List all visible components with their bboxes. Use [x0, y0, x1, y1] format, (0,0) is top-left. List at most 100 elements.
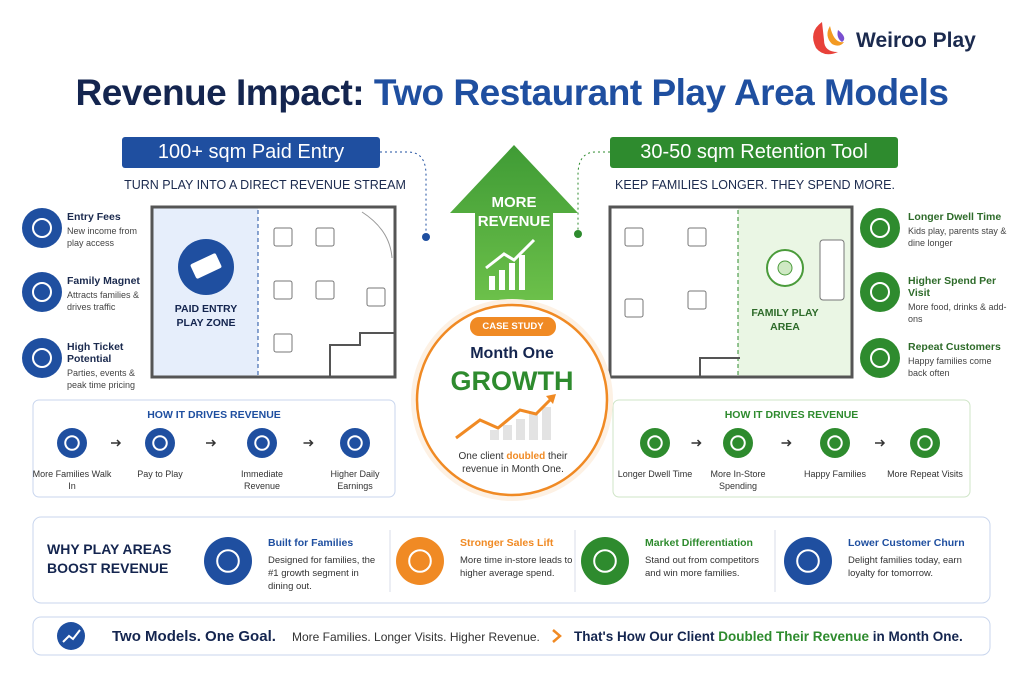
- feature-title: Higher Spend Per Visit: [908, 275, 997, 299]
- footer-bold: Two Models. One Goal.: [112, 628, 276, 645]
- icon: [581, 537, 629, 585]
- floor-plan-left: [150, 205, 397, 379]
- feature-text: Parties, events & peak time pricing: [67, 368, 136, 390]
- flow-arrow: [781, 439, 792, 447]
- icon: [396, 537, 444, 585]
- brand: Weiroo Play: [856, 29, 976, 52]
- icon: [860, 338, 900, 378]
- why-text: Delight families today, earn loyalty for…: [848, 555, 962, 579]
- icon-glyph: [32, 282, 52, 302]
- icon-glyph: [216, 549, 240, 573]
- flow-heading: HOW IT DRIVES REVENUE: [724, 409, 859, 421]
- feature-title: High Ticket Potential: [67, 341, 124, 365]
- why-text: More time in-store leads to higher avera…: [460, 555, 573, 579]
- flow-heading: HOW IT DRIVES REVENUE: [147, 409, 281, 421]
- arrow-chart: [485, 238, 536, 290]
- feature-text: Happy families come back often: [908, 356, 992, 378]
- case-line1: Month One: [470, 345, 554, 362]
- feature: Repeat Customers Happy families come back…: [908, 341, 1008, 379]
- feature: Family Magnet Attracts families & drives …: [67, 275, 149, 313]
- icon-glyph: [593, 549, 617, 573]
- flow-step: More Families Walk In: [32, 469, 112, 491]
- case-badge: [470, 317, 556, 336]
- why-item: Lower Customer Churn Delight families tod…: [848, 537, 978, 580]
- flow-arrow: [303, 439, 314, 447]
- feature-title: Entry Fees: [67, 211, 121, 223]
- icon: [57, 428, 87, 458]
- flow-step: Immediate Revenue: [240, 469, 284, 491]
- footer-claim: That's How Our Client Doubled Their Reve…: [574, 629, 963, 644]
- feature-title: Repeat Customers: [908, 341, 1001, 353]
- icon: [820, 428, 850, 458]
- connector-dot: [422, 233, 430, 241]
- feature-text: More food, drinks & add-ons: [908, 302, 1007, 324]
- icon-glyph: [870, 348, 890, 368]
- why-item: Built for Families Designed for families,…: [268, 537, 386, 593]
- footer-icon: [57, 622, 85, 650]
- icon: [22, 338, 62, 378]
- feature: Entry Fees New income from play access: [67, 211, 149, 249]
- feature: High Ticket Potential Parties, events & p…: [67, 341, 149, 391]
- case-circle: [415, 303, 609, 497]
- icon: [910, 428, 940, 458]
- why-text: Designed for families, the #1 growth seg…: [268, 555, 376, 592]
- case-caption: One client doubled their revenue in Mont…: [458, 450, 568, 476]
- flow-step: Higher Daily Earnings: [330, 469, 380, 491]
- flow-step: Pay to Play: [137, 469, 183, 479]
- title: Revenue Impact: Two Restaurant Play Area…: [0, 72, 1024, 114]
- why-title: Built for Families: [268, 537, 354, 549]
- floor-plan-right: [608, 205, 854, 379]
- flow-arrow: [875, 439, 886, 447]
- why-title: Lower Customer Churn: [848, 537, 965, 549]
- feature-text: Kids play, parents stay & dine longer: [908, 226, 1007, 248]
- icon: [145, 428, 175, 458]
- connector: [380, 151, 427, 236]
- icon: [860, 208, 900, 248]
- icon-glyph: [152, 435, 168, 451]
- logo: [813, 22, 845, 55]
- claim-text: That's How Our Client: [574, 629, 719, 644]
- right-badge: 30-50 sqm Retention Tool: [610, 137, 898, 168]
- flow-arrow: [111, 439, 122, 447]
- flow-step: More Repeat Visits: [887, 469, 963, 479]
- icon: [22, 208, 62, 248]
- why-box: [32, 516, 991, 604]
- footer-box: [32, 616, 991, 656]
- icon-glyph: [870, 282, 890, 302]
- icon: [340, 428, 370, 458]
- icon: [723, 428, 753, 458]
- feature-title: Family Magnet: [67, 275, 140, 287]
- feature-text: Attracts families & drives traffic: [67, 290, 140, 312]
- case-badge-text: CASE STUDY: [482, 321, 544, 332]
- why-title: Stronger Sales Lift: [460, 537, 554, 549]
- icon: [784, 537, 832, 585]
- feature-text: New income from play access: [67, 226, 138, 248]
- why-title: Market Differentiation: [645, 537, 753, 549]
- flow-arrow: [206, 439, 217, 447]
- icon-glyph: [254, 435, 270, 451]
- icon-glyph: [796, 549, 820, 573]
- revenue-arrow: [450, 145, 578, 300]
- icon: [204, 537, 252, 585]
- icon-glyph: [730, 435, 746, 451]
- icon: [640, 428, 670, 458]
- caption-highlight: doubled: [506, 451, 546, 462]
- left-badge: 100+ sqm Paid Entry: [122, 137, 380, 168]
- feature: Longer Dwell Time Kids play, parents stay…: [908, 211, 1008, 249]
- title-part: Two Restaurant Play Area Models: [373, 72, 949, 113]
- growth-chart: [455, 394, 556, 440]
- why-item: Market Differentiation Stand out from com…: [645, 537, 763, 580]
- icon: [22, 272, 62, 312]
- left-tagline: TURN PLAY INTO A DIRECT REVENUE STREAM: [124, 178, 406, 192]
- flow-arrow: [691, 439, 702, 447]
- why-item: Stronger Sales Lift More time in-store le…: [460, 537, 578, 580]
- icon-glyph: [827, 435, 843, 451]
- footer-icon-glyph: [62, 629, 81, 643]
- icon-glyph: [408, 549, 432, 573]
- claim-text: in Month One.: [869, 629, 963, 644]
- zone-label: PAID ENTRY PLAY ZONE: [174, 303, 238, 329]
- flow-step: Longer Dwell Time: [617, 469, 693, 479]
- icon-glyph: [32, 218, 52, 238]
- arrow-text: MORE REVENUE: [477, 194, 551, 230]
